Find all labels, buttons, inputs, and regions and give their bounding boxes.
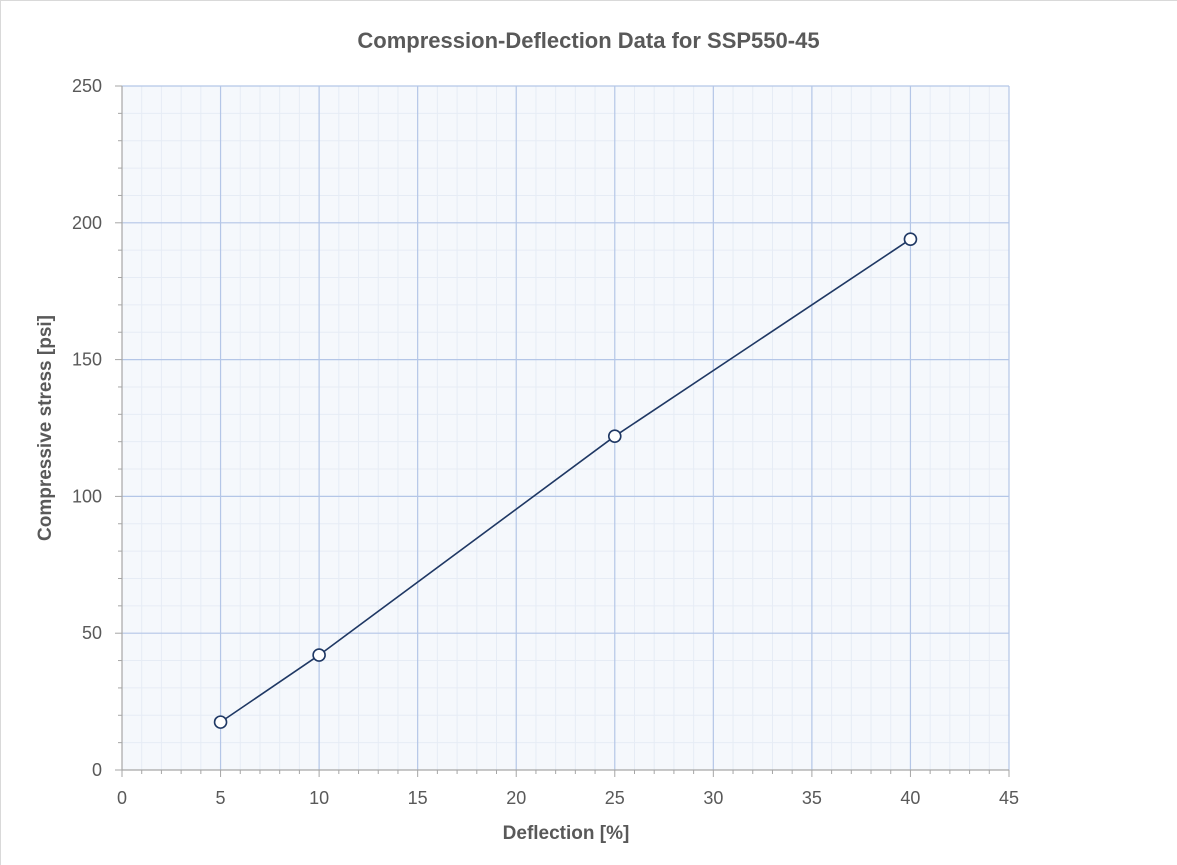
x-tick-label: 0: [117, 788, 127, 808]
x-tick-label: 30: [703, 788, 723, 808]
y-tick-label: 50: [82, 623, 102, 643]
x-tick-label: 40: [900, 788, 920, 808]
major-grid: [122, 85, 1010, 770]
data-point-marker: [312, 648, 326, 662]
x-tick-label: 5: [216, 788, 226, 808]
y-tick-label: 250: [72, 76, 102, 96]
y-tick-label: 200: [72, 213, 102, 233]
data-point-marker: [903, 232, 918, 247]
data-point-marker: [607, 429, 622, 444]
y-tick-label: 0: [92, 760, 102, 780]
x-tick-label: 35: [802, 788, 822, 808]
x-tick-label: 25: [605, 788, 625, 808]
plot-area: [122, 86, 1009, 770]
series-group: [213, 232, 918, 729]
minor-grid: [122, 86, 1009, 770]
x-tick-label: 20: [506, 788, 526, 808]
series-line: [220, 238, 911, 723]
axes: [115, 85, 1010, 777]
y-tick-label: 150: [72, 350, 102, 370]
x-tick-label: 45: [999, 788, 1019, 808]
x-tick-labels: 0 5 10 15 20 25 30 35 40 45: [117, 788, 1019, 808]
x-tick-label: 10: [309, 788, 329, 808]
data-point-marker: [213, 715, 228, 729]
y-tick-label: 100: [72, 486, 102, 506]
x-axis-label: Deflection [%]: [502, 823, 630, 844]
x-tick-label: 15: [408, 788, 428, 808]
chart-title: Compression-Deflection Data for SSP550-4…: [357, 28, 820, 53]
y-tick-labels: 0 50 100 150 200 250: [72, 76, 102, 780]
